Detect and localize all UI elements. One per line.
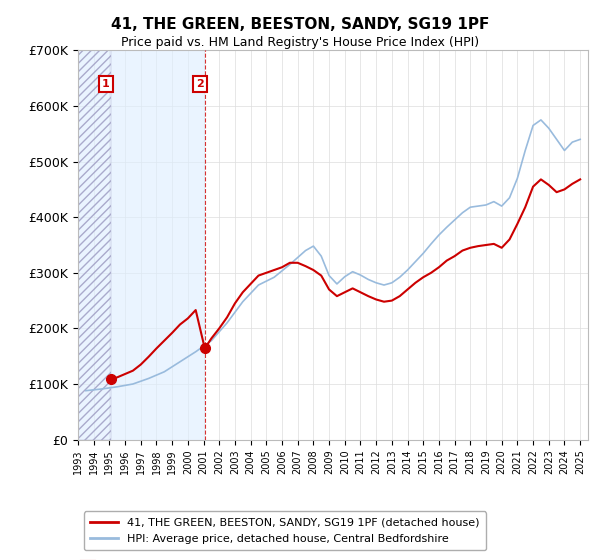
Text: 1: 1	[102, 79, 110, 88]
Text: 41, THE GREEN, BEESTON, SANDY, SG19 1PF: 41, THE GREEN, BEESTON, SANDY, SG19 1PF	[111, 17, 489, 32]
Bar	[78, 50, 205, 440]
Text: Price paid vs. HM Land Registry's House Price Index (HPI): Price paid vs. HM Land Registry's House …	[121, 36, 479, 49]
Legend: 41, THE GREEN, BEESTON, SANDY, SG19 1PF (detached house), HPI: Average price, de: 41, THE GREEN, BEESTON, SANDY, SG19 1PF …	[83, 511, 486, 550]
Text: 2: 2	[196, 79, 204, 88]
Bar	[78, 50, 110, 440]
